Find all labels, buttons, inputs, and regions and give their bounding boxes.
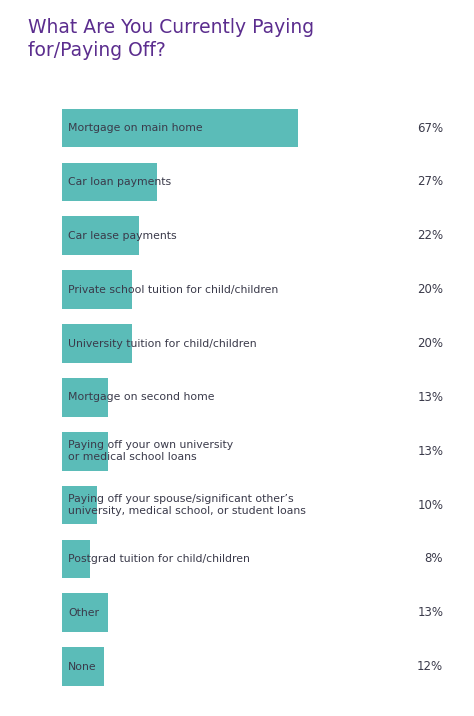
Text: Other: Other	[68, 608, 99, 618]
Text: None: None	[68, 662, 97, 672]
Text: Car loan payments: Car loan payments	[68, 177, 171, 187]
Text: 12%: 12%	[417, 660, 443, 673]
Text: Mortgage on main home: Mortgage on main home	[68, 123, 202, 133]
Text: Postgrad tuition for child/children: Postgrad tuition for child/children	[68, 554, 250, 564]
Text: 8%: 8%	[425, 553, 443, 566]
Bar	[62, 216, 139, 255]
Text: 10%: 10%	[417, 498, 443, 512]
Text: 13%: 13%	[417, 445, 443, 458]
Text: 13%: 13%	[417, 606, 443, 619]
Bar	[62, 540, 90, 579]
Bar	[62, 163, 157, 201]
Bar	[62, 432, 108, 470]
Text: Paying off your own university
or medical school loans: Paying off your own university or medica…	[68, 440, 233, 463]
Text: 20%: 20%	[417, 337, 443, 350]
Bar	[62, 270, 132, 309]
Text: University tuition for child/children: University tuition for child/children	[68, 339, 256, 349]
Bar	[62, 647, 104, 686]
Text: 67%: 67%	[417, 122, 443, 135]
Text: Mortgage on second home: Mortgage on second home	[68, 392, 214, 402]
Text: Car lease payments: Car lease payments	[68, 231, 177, 241]
Bar	[62, 324, 132, 363]
Bar	[62, 485, 97, 525]
Text: 13%: 13%	[417, 391, 443, 404]
Bar	[62, 109, 298, 147]
Bar	[62, 594, 108, 632]
Text: 20%: 20%	[417, 283, 443, 296]
Text: What Are You Currently Paying
for/Paying Off?: What Are You Currently Paying for/Paying…	[28, 18, 315, 60]
Bar	[62, 378, 108, 417]
Text: Paying off your spouse/significant other’s
university, medical school, or studen: Paying off your spouse/significant other…	[68, 494, 306, 516]
Text: Private school tuition for child/children: Private school tuition for child/childre…	[68, 285, 278, 295]
Text: 22%: 22%	[417, 229, 443, 242]
Text: 27%: 27%	[417, 175, 443, 188]
